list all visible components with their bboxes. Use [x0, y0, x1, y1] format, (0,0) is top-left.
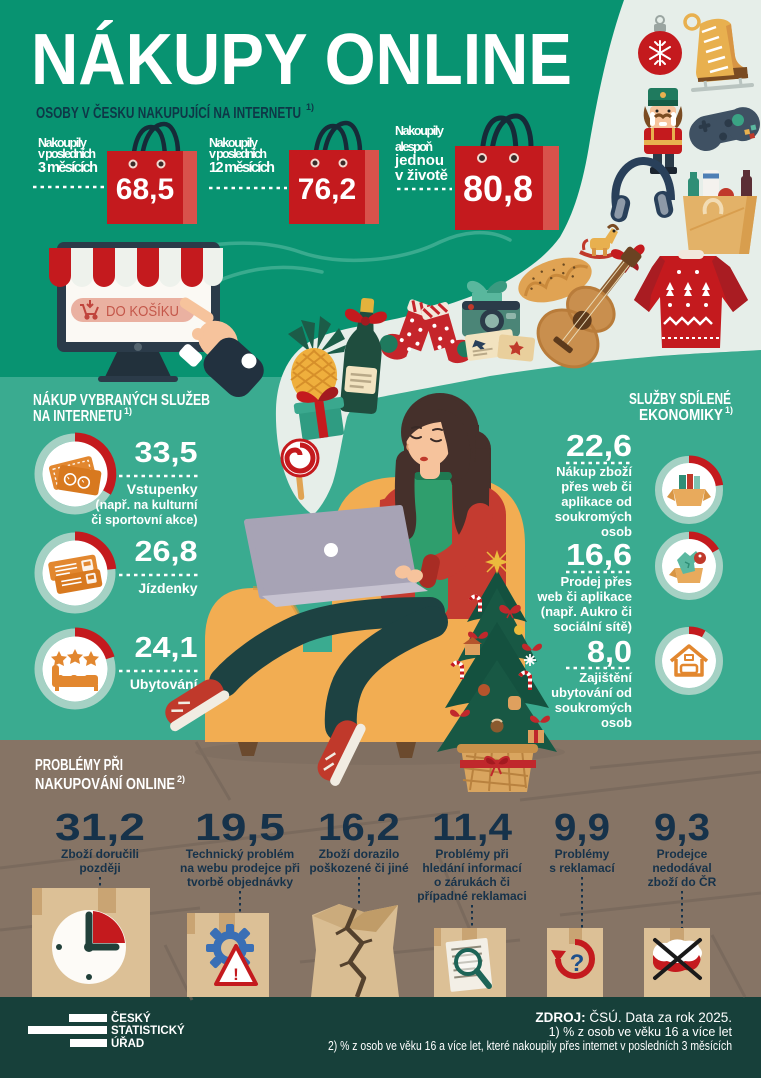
svg-text:soukromých: soukromých: [555, 700, 632, 715]
svg-text:případné reklamaci: případné reklamaci: [417, 889, 526, 903]
svg-text:aplikace od: aplikace od: [561, 494, 632, 509]
svg-text:DO KOŠÍKU: DO KOŠÍKU: [106, 303, 179, 320]
svg-text:Zajištění: Zajištění: [579, 670, 632, 685]
svg-text:1): 1): [725, 405, 733, 415]
svg-text:Nakoupily: Nakoupily: [38, 136, 87, 150]
svg-text:Ubytování: Ubytování: [130, 676, 199, 692]
svg-text:později: později: [79, 861, 120, 875]
svg-text:80,8: 80,8: [463, 168, 533, 209]
svg-text:22,6: 22,6: [566, 428, 632, 463]
svg-text:ZDROJ: ČSÚ. Data za rok 2025.: ZDROJ: ČSÚ. Data za rok 2025.: [535, 1010, 732, 1025]
svg-text:s reklamací: s reklamací: [549, 861, 615, 875]
svg-text:Problémy: Problémy: [555, 847, 610, 861]
svg-text:Zboží doručili: Zboží doručili: [61, 847, 139, 861]
svg-text:9,9: 9,9: [554, 807, 610, 849]
svg-text:či sportovní akce): či sportovní akce): [91, 513, 197, 527]
svg-text:PROBLÉMY PŘI: PROBLÉMY PŘI: [35, 756, 123, 774]
svg-text:přes web či: přes web či: [561, 479, 632, 494]
svg-text:16,6: 16,6: [566, 537, 632, 572]
svg-text:osob: osob: [601, 715, 632, 730]
svg-text:web či aplikace: web či aplikace: [536, 589, 632, 604]
svg-text:sociální sítě): sociální sítě): [553, 619, 632, 634]
svg-text:ubytování od: ubytování od: [551, 685, 632, 700]
svg-text:33,5: 33,5: [135, 437, 198, 469]
svg-text:ÚŘAD: ÚŘAD: [111, 1037, 144, 1050]
svg-text:NÁKUP VYBRANÝCH SLUŽEB: NÁKUP VYBRANÝCH SLUŽEB: [33, 391, 210, 409]
svg-text:16,2: 16,2: [318, 807, 400, 849]
svg-text:Prodej přes: Prodej přes: [560, 574, 632, 589]
svg-text:2): 2): [177, 774, 185, 784]
svg-text:11,4: 11,4: [432, 807, 512, 849]
svg-text:jednou: jednou: [394, 152, 444, 169]
svg-text:!: !: [233, 965, 239, 984]
svg-text:v posledních: v posledních: [209, 147, 267, 161]
svg-text:NÁKUPY ONLINE: NÁKUPY ONLINE: [31, 20, 572, 100]
svg-text:tvorbě objednávky: tvorbě objednávky: [187, 875, 293, 889]
svg-text:12 měsících: 12 měsících: [209, 160, 275, 176]
svg-text:Nakoupily: Nakoupily: [209, 136, 258, 150]
svg-text:76,2: 76,2: [298, 173, 356, 206]
svg-text:STATISTICKÝ: STATISTICKÝ: [111, 1024, 185, 1037]
svg-text:1): 1): [124, 406, 132, 416]
svg-text:zboží do ČR: zboží do ČR: [648, 874, 717, 889]
svg-text:19,5: 19,5: [195, 807, 285, 849]
svg-text:(např. Aukro či: (např. Aukro či: [541, 604, 632, 619]
svg-text:Prodejce: Prodejce: [657, 847, 708, 861]
svg-text:26,8: 26,8: [135, 536, 198, 568]
svg-text:OSOBY V ČESKU NAKUPUJÍCÍ NA IN: OSOBY V ČESKU NAKUPUJÍCÍ NA INTERNETU: [36, 104, 301, 122]
svg-text:v životě: v životě: [395, 167, 448, 184]
svg-text:2) % z osob ve věku 16 a více: 2) % z osob ve věku 16 a více let, které…: [328, 1039, 732, 1053]
svg-text:9,3: 9,3: [654, 807, 710, 849]
svg-text:hledání informací: hledání informací: [422, 861, 522, 875]
svg-text:alespoň: alespoň: [395, 140, 433, 154]
svg-text:8,0: 8,0: [587, 634, 632, 669]
svg-text:(např. na kulturní: (např. na kulturní: [95, 498, 198, 512]
svg-text:SLUŽBY SDÍLENÉ: SLUŽBY SDÍLENÉ: [629, 390, 731, 408]
svg-text:1) % z osob ve věku 16 a více: 1) % z osob ve věku 16 a více let: [549, 1025, 733, 1039]
svg-text:soukromých: soukromých: [555, 509, 632, 524]
svg-text:na webu prodejce při: na webu prodejce při: [180, 861, 300, 875]
svg-text:NAKUPOVÁNÍ ONLINE: NAKUPOVÁNÍ ONLINE: [35, 776, 175, 793]
svg-text:Technický problém: Technický problém: [186, 847, 294, 861]
svg-text:v posledních: v posledních: [38, 147, 96, 161]
svg-text:31,2: 31,2: [55, 807, 145, 849]
svg-text:Vstupenky: Vstupenky: [127, 481, 198, 497]
svg-text:3 měsících: 3 měsících: [38, 160, 98, 176]
svg-text:1): 1): [306, 102, 314, 112]
svg-text:Jízdenky: Jízdenky: [138, 580, 197, 596]
svg-text:osob: osob: [601, 524, 632, 539]
svg-text:Nakoupily: Nakoupily: [395, 124, 444, 138]
svg-text:Zboží dorazilo: Zboží dorazilo: [319, 847, 400, 861]
svg-text:68,5: 68,5: [116, 173, 174, 206]
svg-text:EKONOMIKY: EKONOMIKY: [639, 407, 724, 424]
svg-text:ČESKÝ: ČESKÝ: [111, 1012, 151, 1025]
svg-text:poškozené či jiné: poškozené či jiné: [309, 861, 409, 875]
svg-text:?: ?: [570, 950, 585, 977]
svg-text:nedodával: nedodával: [652, 861, 711, 875]
svg-text:24,1: 24,1: [135, 632, 198, 664]
svg-text:Problémy při: Problémy při: [435, 847, 508, 861]
svg-text:Nákup zboží: Nákup zboží: [556, 464, 632, 479]
svg-text:o zárukách či: o zárukách či: [434, 875, 510, 889]
svg-text:NA INTERNETU: NA INTERNETU: [33, 408, 122, 425]
